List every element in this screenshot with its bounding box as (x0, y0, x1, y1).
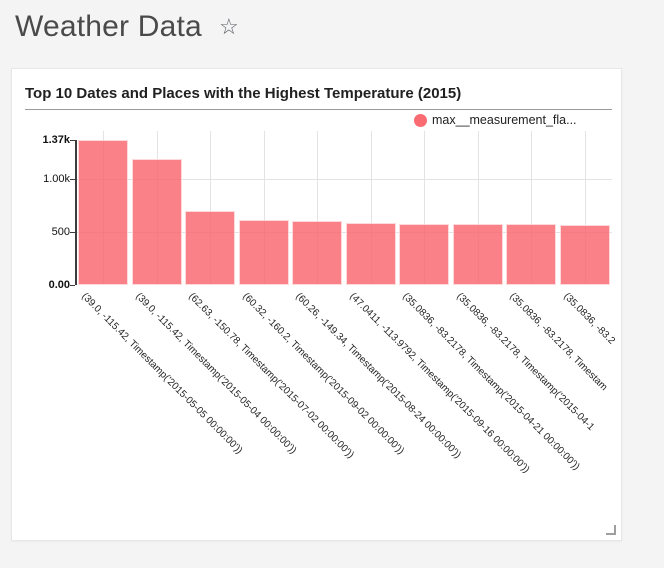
bar[interactable] (292, 221, 342, 285)
bar[interactable] (452, 224, 503, 285)
y-tick-label: 0.00 (48, 278, 70, 291)
page-header: Weather Data ☆ (15, 10, 239, 44)
h-gridline (75, 232, 612, 234)
y-tick-mark (70, 179, 75, 181)
chart-card: Top 10 Dates and Places with the Highest… (11, 68, 622, 541)
x-tick-label: (35.0836, -83.2 (560, 291, 617, 347)
y-tick-mark (70, 285, 75, 286)
x-tick-label: (35.0836, -83.2178, Timestamp('2015-04-2… (400, 291, 582, 473)
x-tick-label: (47.0411, -113.9792, Timestamp('2015-09-… (346, 291, 532, 476)
bar[interactable] (559, 225, 610, 285)
resize-handle-icon[interactable] (606, 525, 616, 535)
legend-label: max__measurement_fla... (432, 113, 577, 127)
star-outline-icon[interactable]: ☆ (218, 14, 239, 39)
bar[interactable] (78, 140, 128, 285)
y-tick-mark (70, 232, 75, 234)
y-tick-mark (70, 140, 75, 141)
v-gridline (531, 131, 532, 285)
bar[interactable] (345, 223, 396, 285)
v-gridline (317, 131, 318, 285)
y-tick-label: 1.00k (43, 172, 70, 185)
bar[interactable] (238, 220, 289, 285)
v-gridline (584, 131, 586, 285)
v-gridline (210, 131, 211, 285)
v-gridline (263, 131, 265, 285)
bar[interactable] (131, 159, 182, 285)
title-divider (25, 109, 612, 110)
legend-color-dot-icon (414, 113, 427, 127)
v-gridline (477, 131, 479, 285)
bar[interactable] (506, 224, 556, 285)
bar[interactable] (399, 224, 449, 285)
chart-title: Top 10 Dates and Places with the Highest… (25, 85, 462, 102)
h-gridline (75, 179, 612, 181)
y-axis (75, 140, 77, 285)
bar[interactable] (185, 210, 235, 285)
page-title: Weather Data (15, 10, 202, 43)
y-tick-label: 500 (51, 225, 70, 238)
legend-item[interactable]: max__measurement_fla... (414, 113, 577, 127)
v-gridline (370, 131, 372, 285)
x-tick-label: (35.0836, -83.2178, Timestam (507, 291, 610, 394)
y-tick-label: 1.37k (42, 133, 70, 146)
v-gridline (424, 131, 425, 285)
